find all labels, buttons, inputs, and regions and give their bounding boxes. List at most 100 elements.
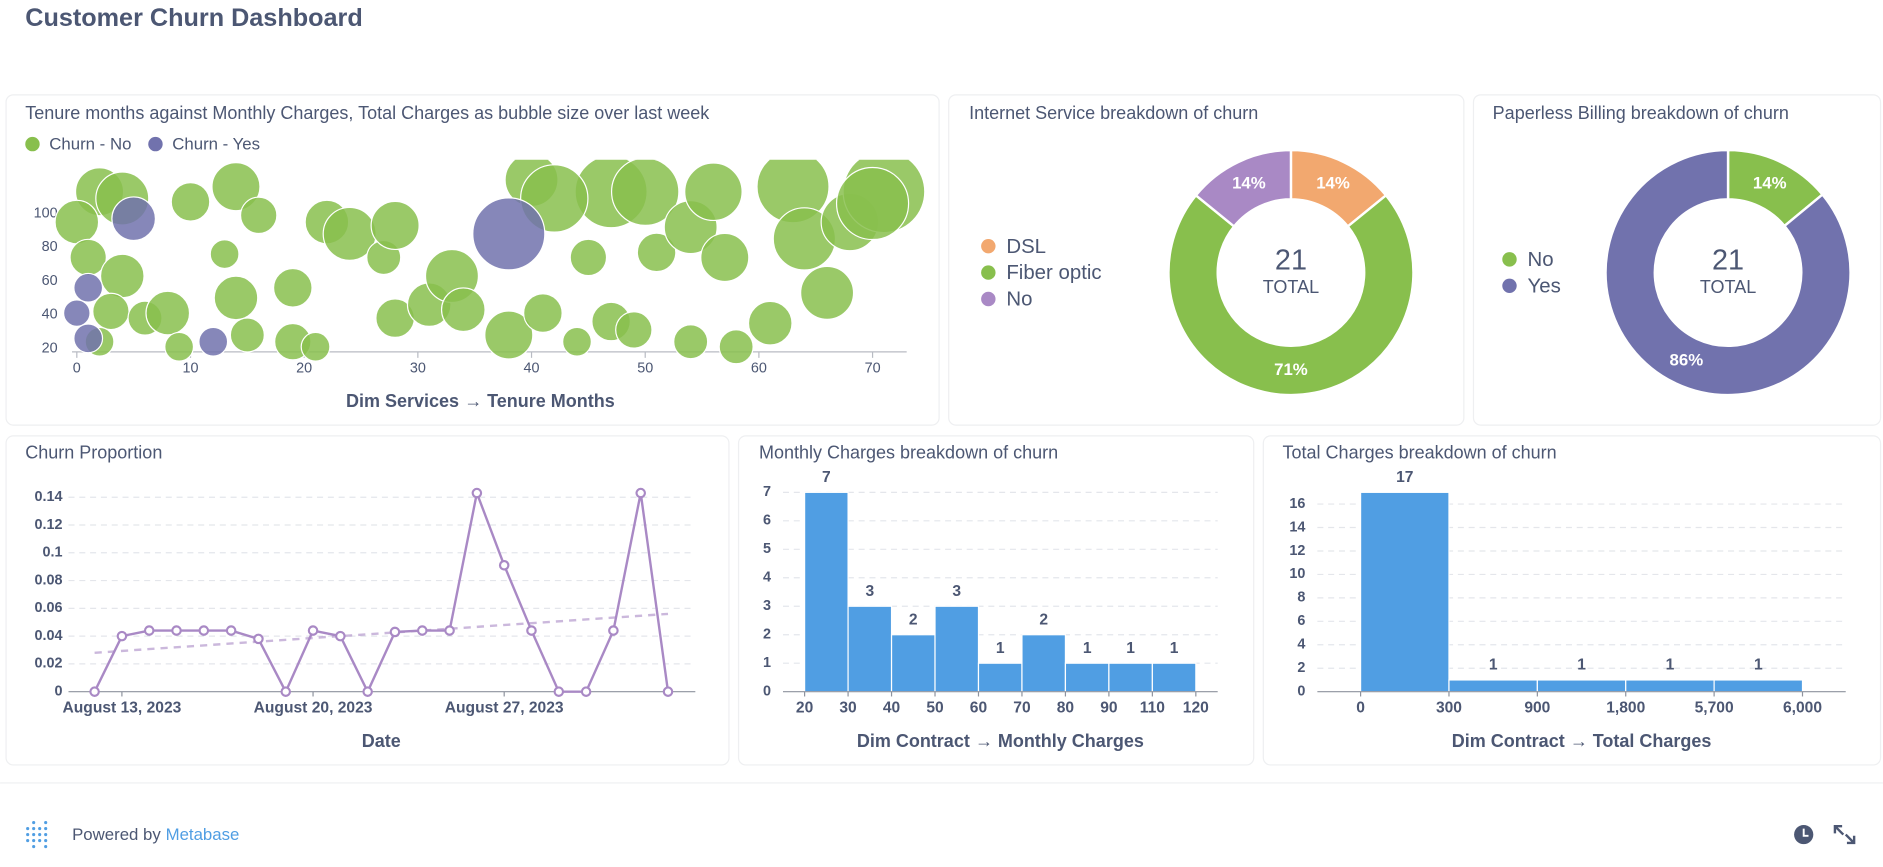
trend-line: [94, 612, 669, 654]
history-icon[interactable]: [1794, 824, 1814, 845]
y-tick-label: 16: [1289, 496, 1305, 512]
bubble: [73, 323, 104, 354]
card-title: Total Charges breakdown of churn: [1283, 443, 1557, 463]
x-tick-label: 90: [1100, 700, 1118, 717]
slice-label: 14%: [1753, 173, 1787, 192]
y-tick-label: 6: [763, 513, 771, 529]
legend-label: Yes: [1528, 275, 1561, 297]
x-tick-label: August 20, 2023: [254, 700, 373, 717]
bubble: [800, 265, 855, 320]
line-series: [93, 488, 670, 695]
bubble: [54, 199, 100, 245]
dashboard-title: Customer Churn Dashboard: [25, 4, 362, 32]
y-tick-label: 5: [763, 541, 771, 557]
x-tick-label: 110: [1140, 700, 1166, 717]
legend-label: DSL: [1006, 236, 1046, 258]
slice-label: 71%: [1274, 360, 1308, 379]
y-tick-label: 80: [42, 239, 58, 255]
x-tick-label: 0: [73, 360, 81, 376]
line-point: [225, 625, 237, 636]
line-point: [307, 625, 319, 636]
x-tick-label: 20: [796, 700, 814, 717]
bubble: [684, 162, 743, 222]
bar-label: 1: [1083, 640, 1092, 657]
card-title: Tenure months against Monthly Charges, T…: [25, 103, 710, 123]
x-tick-label: 50: [926, 700, 944, 717]
y-tick-label: 60: [42, 273, 58, 289]
bar-label: 2: [909, 611, 918, 628]
metabase-logo[interactable]: [26, 821, 48, 849]
bubble: [523, 293, 563, 333]
y-tick-label: 20: [42, 340, 58, 356]
bubble: [472, 197, 546, 271]
line-point: [635, 487, 647, 499]
bar-label: 3: [865, 583, 874, 600]
x-axis-label: Date: [362, 731, 401, 751]
y-tick-label: 0.1: [42, 545, 62, 561]
x-tick-label: 1,800: [1606, 700, 1645, 717]
line-point: [89, 686, 100, 697]
x-tick-label: 0: [1356, 700, 1365, 717]
bubble: [673, 324, 709, 360]
bar-label: 17: [1396, 469, 1413, 486]
donut-slice: [1167, 193, 1415, 397]
bubble: [747, 300, 793, 346]
bar-label: 1: [1126, 640, 1135, 657]
legend-label: No: [1006, 289, 1032, 311]
x-tick-label: 60: [970, 700, 988, 717]
bubbles: [54, 159, 926, 365]
bubble: [111, 196, 157, 242]
y-tick-label: 0.14: [34, 489, 62, 505]
bubble: [213, 275, 259, 321]
y-tick-label: 2: [1297, 660, 1305, 676]
x-tick-label: 6,000: [1783, 700, 1822, 717]
metabase-link[interactable]: Metabase: [166, 825, 240, 844]
bubble: [170, 181, 211, 222]
x-tick-label: 60: [751, 360, 767, 376]
bubble: [569, 238, 608, 277]
bar: [847, 605, 893, 693]
legend-label: Fiber optic: [1006, 262, 1101, 284]
bubble: [209, 239, 240, 270]
y-tick-label: 12: [1289, 543, 1305, 559]
y-tick-label: 0: [1297, 683, 1305, 699]
bubble: [99, 253, 145, 299]
y-tick-label: 1: [763, 655, 771, 671]
bar: [1713, 679, 1804, 693]
bar: [804, 491, 849, 693]
x-tick-label: 30: [410, 360, 426, 376]
legend-dot: [1502, 252, 1517, 267]
bar: [1064, 662, 1110, 693]
line-point: [444, 625, 455, 636]
bubble: [211, 162, 261, 212]
legend-label: No: [1528, 249, 1554, 271]
bar: [1151, 662, 1197, 693]
line-point: [116, 630, 128, 642]
y-tick-label: 40: [42, 307, 58, 323]
line-point: [580, 686, 592, 697]
y-tick-label: 14: [1289, 519, 1305, 535]
fullscreen-icon[interactable]: [1833, 824, 1856, 845]
bubble: [615, 311, 653, 349]
total-label: TOTAL: [1700, 277, 1756, 297]
bar-label: 1: [1170, 640, 1179, 657]
card-title: Monthly Charges breakdown of churn: [759, 443, 1058, 463]
bubble: [164, 331, 195, 362]
x-axis-label: Dim Services → Tenure Months: [346, 391, 615, 411]
card-title: Churn Proportion: [25, 443, 162, 463]
legend-dot: [148, 136, 163, 152]
bar-label: 2: [1039, 611, 1048, 628]
x-axis-label: Dim Contract → Monthly Charges: [857, 731, 1144, 751]
line-point: [553, 686, 565, 697]
x-tick-label: 20: [296, 360, 312, 376]
legend-dot: [981, 291, 996, 307]
x-tick-label: 40: [883, 700, 901, 717]
legend-dot: [981, 238, 996, 254]
y-tick-label: 0.02: [34, 656, 62, 672]
y-tick-label: 2: [763, 627, 771, 643]
bar: [977, 662, 1023, 693]
y-tick-label: 4: [1297, 637, 1305, 653]
line-point: [389, 626, 401, 638]
bar-label: 7: [822, 469, 831, 486]
